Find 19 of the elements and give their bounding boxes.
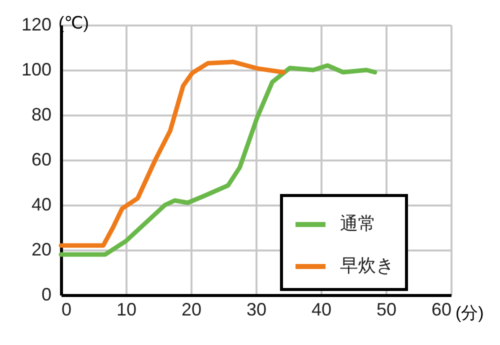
x-tick-label: 0 bbox=[62, 300, 72, 320]
y-tick-label: 100 bbox=[21, 60, 52, 80]
line-series bbox=[58, 63, 378, 257]
x-axis-title: (分) bbox=[456, 304, 484, 322]
x-tick-label: 30 bbox=[246, 300, 267, 320]
x-tick-label: 20 bbox=[181, 300, 202, 320]
legend-label: 通常 bbox=[340, 214, 376, 234]
legend-label: 早炊き bbox=[340, 256, 394, 276]
y-tick-label: 60 bbox=[31, 150, 52, 170]
y-tick-label: 20 bbox=[31, 240, 52, 260]
x-tick-label: 40 bbox=[311, 300, 332, 320]
line-series bbox=[58, 60, 286, 248]
y-tick-label: 40 bbox=[31, 194, 52, 214]
x-tick-label: 50 bbox=[376, 300, 397, 320]
y-tick-label: 80 bbox=[31, 104, 52, 124]
y-tick-label: 120 bbox=[21, 14, 52, 34]
x-tick-label: 10 bbox=[116, 300, 137, 320]
x-tick-label: 60 bbox=[431, 300, 452, 320]
y-tick-label: 0 bbox=[41, 284, 52, 304]
